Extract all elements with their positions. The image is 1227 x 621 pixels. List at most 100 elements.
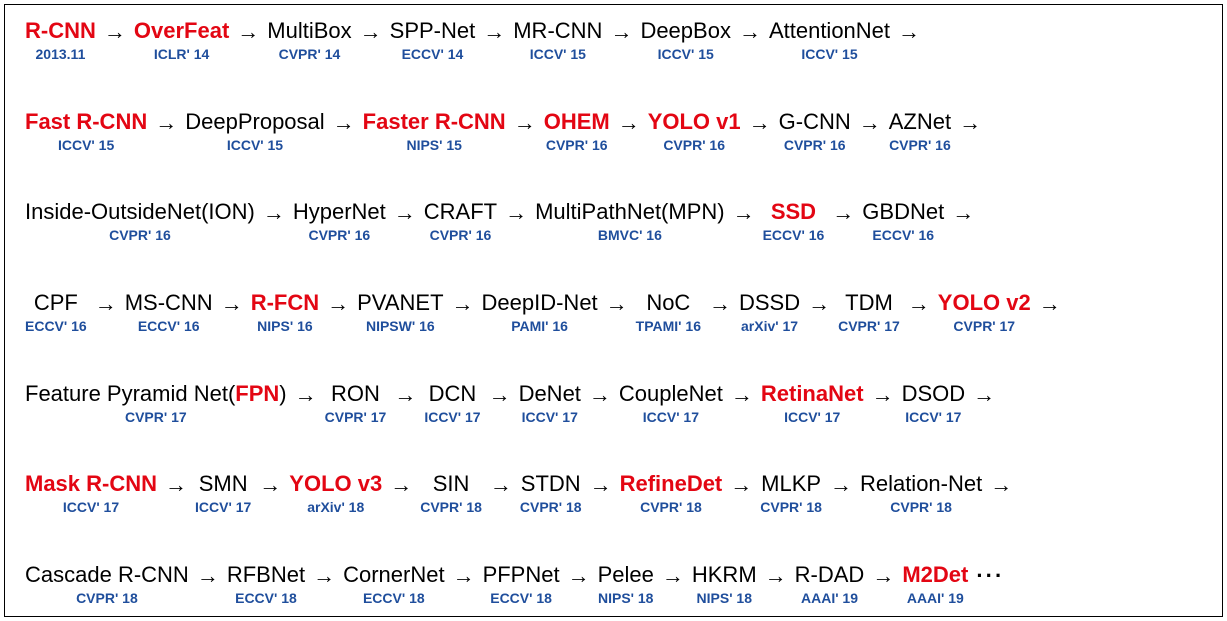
arrow-icon: → [725,201,763,225]
node-title: OverFeat [134,19,229,43]
node-venue: ECCV' 16 [763,227,825,243]
node-venue: CVPR' 16 [430,227,492,243]
timeline-row: Fast R-CNNICCV' 15→DeepProposalICCV' 15→… [25,110,1202,153]
timeline-node: Faster R-CNNNIPS' 15 [363,110,506,153]
timeline-node: Relation-NetCVPR' 18 [860,472,982,515]
node-venue: ECCV' 18 [235,590,297,606]
node-title: YOLO v2 [938,291,1031,315]
arrow-icon: → [965,383,1003,407]
timeline-node: DCNICCV' 17 [424,382,480,425]
node-venue: CVPR' 17 [125,409,187,425]
node-venue: AAAI' 19 [801,590,858,606]
node-title: AZNet [889,110,951,134]
timeline-row: Feature Pyramid Net(FPN) CVPR' 17 → RON CVPR… [25,382,1202,425]
node-title: HyperNet [293,200,386,224]
timeline-row: Inside-OutsideNet(ION)CVPR' 16→HyperNetC… [25,200,1202,243]
node-title: SSD [771,200,816,224]
node-title: CornerNet [343,563,444,587]
timeline-node: Cascade R-CNNCVPR' 18 [25,563,189,606]
timeline-node: SMNICCV' 17 [195,472,251,515]
node-title: G-CNN [779,110,851,134]
arrow-icon: → [229,20,267,44]
node-venue: BMVC' 16 [598,227,662,243]
node-title: MultiPathNet(MPN) [535,200,724,224]
arrow-icon: → [319,292,357,316]
arrow-icon: → [506,111,544,135]
node-title: RetinaNet [761,382,864,406]
arrow-icon: → [560,564,598,588]
arrow-icon: → [147,111,185,135]
arrow-icon: → [581,383,619,407]
timeline-node: TDMCVPR' 17 [838,291,900,334]
node-title: RON [331,382,380,406]
timeline-node: Feature Pyramid Net(FPN) CVPR' 17 [25,382,287,425]
timeline-node: M2DetAAAI' 19 [902,563,968,606]
node-title: DSOD [902,382,966,406]
node-venue: CVPR' 16 [889,137,951,153]
node-venue: ICCV' 17 [905,409,961,425]
timeline-node: NoCTPAMI' 16 [636,291,701,334]
node-venue: CVPR' 18 [890,499,952,515]
timeline-node: MLKPCVPR' 18 [760,472,822,515]
timeline-node: RON CVPR' 17 [325,382,387,425]
timeline-node: DeNetICCV' 17 [519,382,581,425]
node-venue: ICCV' 15 [801,46,857,62]
node-venue: ECCV' 18 [363,590,425,606]
arrow-icon: → [864,383,902,407]
arrow-icon: → [824,201,862,225]
arrow-icon: → [602,20,640,44]
timeline-node: MultiBoxCVPR' 14 [267,19,351,62]
ellipsis-icon: ··· [968,563,1004,589]
timeline-row: CPFECCV' 16→MS-CNNECCV' 16→R-FCNNIPS' 16… [25,291,1202,334]
timeline-node: R-DADAAAI' 19 [795,563,865,606]
node-venue: ECCV' 16 [872,227,934,243]
arrow-icon: → [444,292,482,316]
arrow-icon: → [701,292,739,316]
node-title: Cascade R-CNN [25,563,189,587]
node-venue: CVPR' 17 [325,409,387,425]
node-venue: TPAMI' 16 [636,318,701,334]
node-venue: NIPSW' 16 [366,318,435,334]
timeline-node: Mask R-CNNICCV' 17 [25,472,157,515]
timeline-node: DeepID-NetPAMI' 16 [482,291,598,334]
node-title: Pelee [598,563,654,587]
node-title: Faster R-CNN [363,110,506,134]
arrow-icon: → [382,473,420,497]
arrow-icon: → [325,111,363,135]
node-title: RFBNet [227,563,305,587]
node-venue: ECCV' 18 [490,590,552,606]
arrow-icon: → [475,20,513,44]
timeline-node: OHEM CVPR' 16 [544,110,610,153]
node-title: STDN [521,472,581,496]
timeline-node: PVANETNIPSW' 16 [357,291,443,334]
arrow-icon: → [213,292,251,316]
node-title: Feature Pyramid Net(FPN) [25,382,287,406]
timeline-node: YOLO v3arXiv' 18 [289,472,382,515]
node-venue: CVPR' 17 [953,318,1015,334]
arrow-icon: → [189,564,227,588]
node-venue: CVPR' 16 [663,137,725,153]
node-venue: PAMI' 16 [511,318,568,334]
arrow-icon: → [582,473,620,497]
node-venue: NIPS' 16 [257,318,312,334]
arrow-icon: → [598,292,636,316]
arrow-icon: → [741,111,779,135]
node-title: OHEM [544,110,610,134]
arrow-icon: → [157,473,195,497]
node-title: AttentionNet [769,19,890,43]
timeline-node: RefineDetCVPR' 18 [620,472,723,515]
arrow-icon: → [352,20,390,44]
node-venue: CVPR' 16 [109,227,171,243]
node-venue: CVPR' 16 [308,227,370,243]
timeline-node: AZNet CVPR' 16 [889,110,951,153]
timeline-node: SPP-NetECCV' 14 [390,19,476,62]
node-title: DCN [429,382,477,406]
arrow-icon: → [757,564,795,588]
node-venue: 2013.11 [36,46,86,62]
node-venue: CVPR' 16 [546,137,608,153]
timeline-row: Cascade R-CNNCVPR' 18→RFBNetECCV' 18→Cor… [25,563,1202,606]
node-title: RefineDet [620,472,723,496]
timeline-container: R-CNN2013.11→OverFeatICLR' 14→MultiBoxCV… [4,4,1223,617]
timeline-node: SINCVPR' 18 [420,472,482,515]
arrow-icon: → [305,564,343,588]
